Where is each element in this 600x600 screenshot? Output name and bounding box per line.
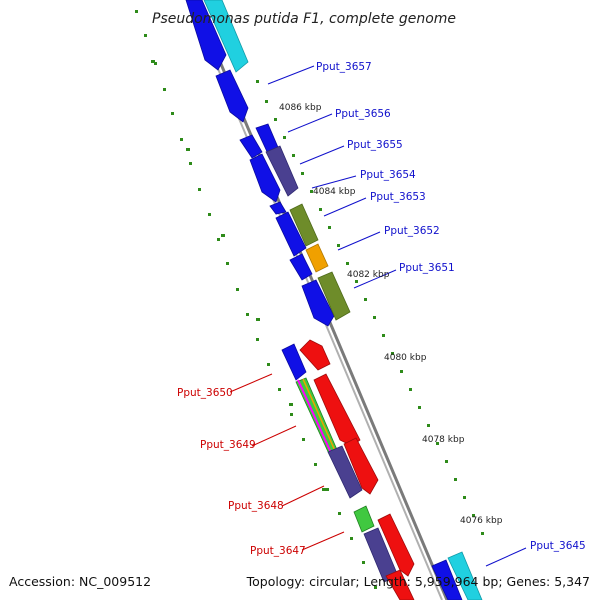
kbp-scale-dots [135, 10, 377, 589]
gene-red [299, 339, 331, 371]
gene-label-minus[interactable]: Pput_3649 [200, 439, 256, 451]
gene-blue [301, 279, 335, 327]
gene-label-plus[interactable]: Pput_3657 [316, 61, 372, 73]
gene-label-minus[interactable]: Pput_3647 [250, 545, 306, 557]
gene-label-plus[interactable]: Pput_3652 [384, 225, 440, 237]
gene-navy [327, 445, 363, 499]
tick-label: 4076 kbp [460, 516, 503, 526]
gene-red [343, 437, 379, 495]
gene-orange [305, 243, 329, 273]
gene-label-plus[interactable]: Pput_3656 [335, 108, 391, 120]
gene-olive [317, 271, 351, 321]
gene-label-minus[interactable]: Pput_3650 [177, 387, 233, 399]
gene-label-plus[interactable]: Pput_3655 [347, 139, 403, 151]
gene-label-minus[interactable]: Pput_3648 [228, 500, 284, 512]
gene-blue [185, 0, 227, 71]
gene-blue [281, 343, 307, 381]
gene-label-plus[interactable]: Pput_3653 [370, 191, 426, 203]
tick-label: 4078 kbp [422, 435, 465, 445]
gene-olive [289, 203, 319, 247]
gene-blue [275, 211, 307, 257]
inner-scale-dots [256, 80, 484, 535]
gene-blue [289, 253, 313, 281]
plus-strand-genes [185, 0, 483, 600]
minus-label-leaders [229, 373, 345, 551]
map-title: Pseudomonas putida F1, complete genome [152, 11, 456, 27]
tick-label: 4082 kbp [347, 270, 390, 280]
gene-label-plus[interactable]: Pput_3645 [530, 540, 586, 552]
tick-label: 4084 kbp [313, 187, 356, 197]
gene-label-plus[interactable]: Pput_3654 [360, 169, 416, 181]
gene-blue [269, 201, 287, 215]
gene-red [385, 569, 415, 600]
accession-text: Accession: NC_009512 [9, 574, 151, 589]
tick-label: 4080 kbp [384, 353, 427, 363]
gene-blue [249, 153, 281, 203]
gene-multicolor-stripe [297, 379, 333, 456]
gene-blue [239, 134, 263, 159]
gene-label-plus[interactable]: Pput_3651 [399, 262, 455, 274]
kbp-scale-ticks [151, 60, 326, 491]
gene-blue [431, 559, 463, 600]
gene-cyan [447, 551, 483, 600]
gene-navy [265, 145, 299, 197]
tick-label: 4086 kbp [279, 103, 322, 113]
gene-green [353, 505, 375, 533]
minus-strand-genes [295, 339, 415, 600]
gene-multicolor-stripe [302, 378, 337, 454]
plus-label-leaders [267, 65, 527, 567]
gene-cyan [203, 0, 249, 73]
gene-blue [215, 69, 249, 123]
topology-text: Topology: circular; Length: 5,959,964 bp… [246, 574, 590, 589]
gene-red [377, 513, 415, 577]
